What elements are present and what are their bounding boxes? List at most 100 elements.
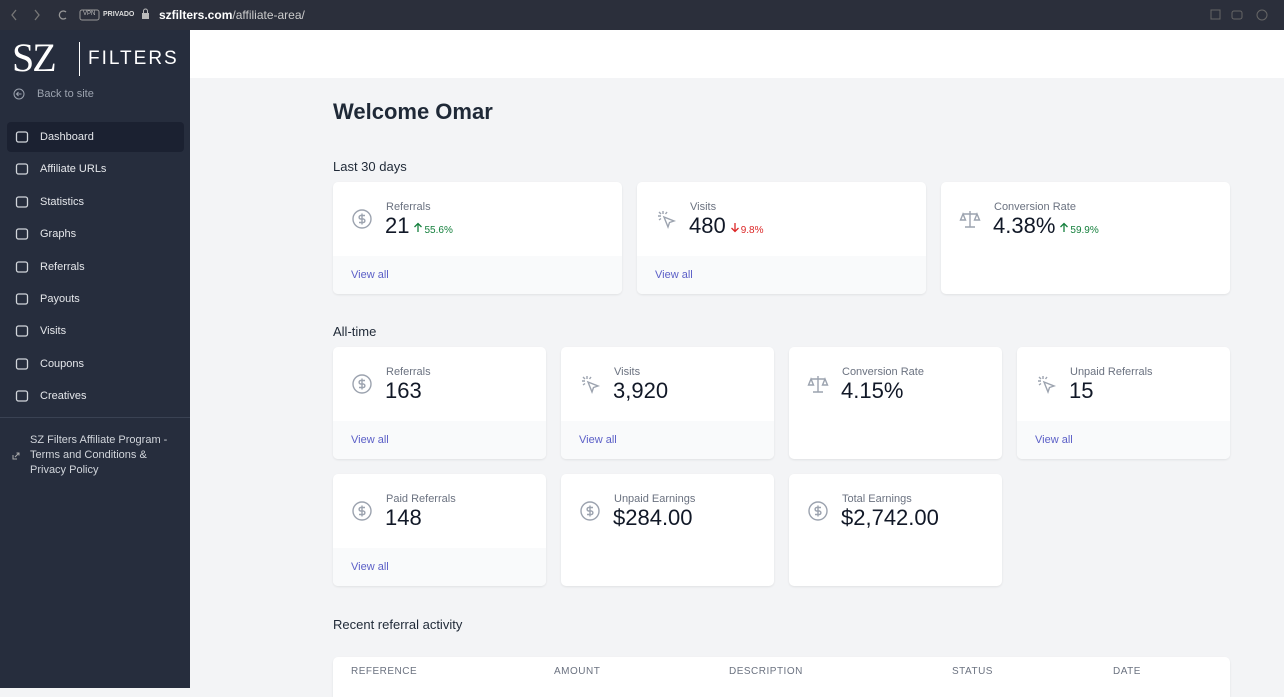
card-icon xyxy=(352,374,372,394)
logo-right: FILTERS xyxy=(88,48,179,69)
view-all-link[interactable]: View all xyxy=(351,561,389,573)
terms-link[interactable]: SZ Filters Affiliate Program - Terms and… xyxy=(30,434,168,476)
icon-shape xyxy=(358,505,366,517)
card-label: Unpaid Referrals xyxy=(1070,366,1153,378)
icon-shape xyxy=(807,376,829,393)
stat-card: Visits 480 9.8% View all xyxy=(637,182,926,294)
card-icon xyxy=(1038,376,1057,395)
nav-item[interactable]: Creatives xyxy=(7,381,184,411)
nav-item[interactable]: Affiliate URLs xyxy=(7,154,184,184)
stat-card: Visits 3,920 View all xyxy=(561,347,774,459)
trend-up-arrow xyxy=(414,222,423,232)
view-all-link[interactable]: View all xyxy=(351,269,389,281)
card-icon xyxy=(959,211,981,228)
url-path: /affiliate-area/ xyxy=(232,8,305,22)
section-heading: All-time xyxy=(333,324,377,339)
icon-shape xyxy=(15,131,29,143)
view-all-link[interactable]: View all xyxy=(1035,434,1073,446)
trend-up-arrow xyxy=(1060,222,1069,232)
table-column-header: DATE xyxy=(1113,666,1141,677)
card-value-row: 15 xyxy=(1069,378,1093,404)
card-value-row: 163 xyxy=(385,378,422,404)
nav-item[interactable]: Dashboard xyxy=(7,122,184,152)
logo-divider xyxy=(79,42,80,76)
trend-down-arrow xyxy=(730,223,739,233)
nav-item[interactable]: Referrals xyxy=(7,252,184,282)
card-footer: View all xyxy=(561,421,774,459)
back-arrow[interactable] xyxy=(11,9,17,21)
card-value-row: $2,742.00 xyxy=(841,505,939,531)
table xyxy=(333,657,1230,697)
icon-shape xyxy=(814,505,822,517)
forward-arrow[interactable] xyxy=(34,9,40,21)
arrow-shape xyxy=(730,223,739,233)
card-value-row: 4.38% 59.9% xyxy=(993,213,1099,239)
card-label: Conversion Rate xyxy=(994,201,1076,213)
nav-icon xyxy=(15,163,29,176)
back-icon xyxy=(13,88,25,100)
stat-card: Conversion Rate 4.38% 59.9% xyxy=(941,182,1230,294)
logo-left: SZ xyxy=(12,35,57,80)
nav-label: Creatives xyxy=(40,390,87,403)
icon-shape xyxy=(808,501,828,521)
camera-icon[interactable] xyxy=(1231,10,1243,20)
view-all-link[interactable]: View all xyxy=(655,269,693,281)
card-footer: View all xyxy=(333,421,546,459)
icon-shape xyxy=(15,196,29,208)
card-value: 3,920 xyxy=(613,378,669,403)
icon-shape xyxy=(959,211,981,228)
card-value-row: 4.15% xyxy=(841,378,903,404)
nav-icon xyxy=(15,131,29,143)
view-all-link[interactable]: View all xyxy=(351,434,389,446)
card-value: 163 xyxy=(385,378,422,403)
icon-shape xyxy=(358,213,366,225)
card-footer: View all xyxy=(333,256,622,294)
card-value-row: 148 xyxy=(385,505,422,531)
nav-item[interactable]: Payouts xyxy=(7,284,184,314)
table-column-header: AMOUNT xyxy=(554,666,601,677)
card-value: $284.00 xyxy=(613,505,693,530)
card-label: Total Earnings xyxy=(842,493,912,505)
stat-card: Unpaid Earnings $284.00 xyxy=(561,474,774,586)
nav-icon xyxy=(15,196,29,208)
lock-shackle xyxy=(143,8,148,13)
card-icon xyxy=(582,376,601,395)
card-footer: View all xyxy=(333,548,546,586)
card-footer: View all xyxy=(637,256,926,294)
nav-label: Affiliate URLs xyxy=(40,163,107,176)
icon-shape xyxy=(15,390,29,402)
card-icon xyxy=(352,501,372,521)
share-icon[interactable] xyxy=(1210,9,1221,20)
back-link[interactable]: Back to site xyxy=(37,88,94,100)
view-all-link[interactable]: View all xyxy=(579,434,617,446)
arrow-shape xyxy=(1060,222,1069,232)
nav-label: Graphs xyxy=(40,228,77,241)
section-heading: Last 30 days xyxy=(333,159,407,174)
nav-item[interactable]: Graphs xyxy=(7,219,184,249)
nav-label: Payouts xyxy=(40,293,80,305)
url[interactable]: szfilters.com/affiliate-area/ xyxy=(159,8,305,22)
settings-icon[interactable] xyxy=(1256,9,1268,21)
card-label: Unpaid Earnings xyxy=(614,493,696,505)
card-value-row: $284.00 xyxy=(613,505,693,531)
icon-shape xyxy=(15,358,29,370)
icon-shape xyxy=(586,505,594,517)
nav-item[interactable]: Visits xyxy=(7,316,184,346)
browser-bar: VPN PRIVADO szfilters.com/affiliate-area… xyxy=(0,0,1284,31)
top-strip xyxy=(190,30,1284,78)
nav-item[interactable]: Coupons xyxy=(7,349,184,379)
reload[interactable] xyxy=(58,10,67,20)
card-value-row: 3,920 xyxy=(613,378,668,404)
card-value: $2,742.00 xyxy=(841,505,939,530)
nav-label: Referrals xyxy=(40,260,85,273)
icon-shape xyxy=(15,228,29,240)
card-icon xyxy=(580,501,600,521)
card-label: Visits xyxy=(690,201,717,213)
icon-shape xyxy=(582,376,601,395)
nav-item[interactable]: Statistics xyxy=(7,187,184,217)
nav-icon xyxy=(15,293,29,305)
card-icon xyxy=(352,209,372,229)
icon-shape xyxy=(15,260,29,273)
card-value-row: 480 9.8% xyxy=(689,213,764,239)
